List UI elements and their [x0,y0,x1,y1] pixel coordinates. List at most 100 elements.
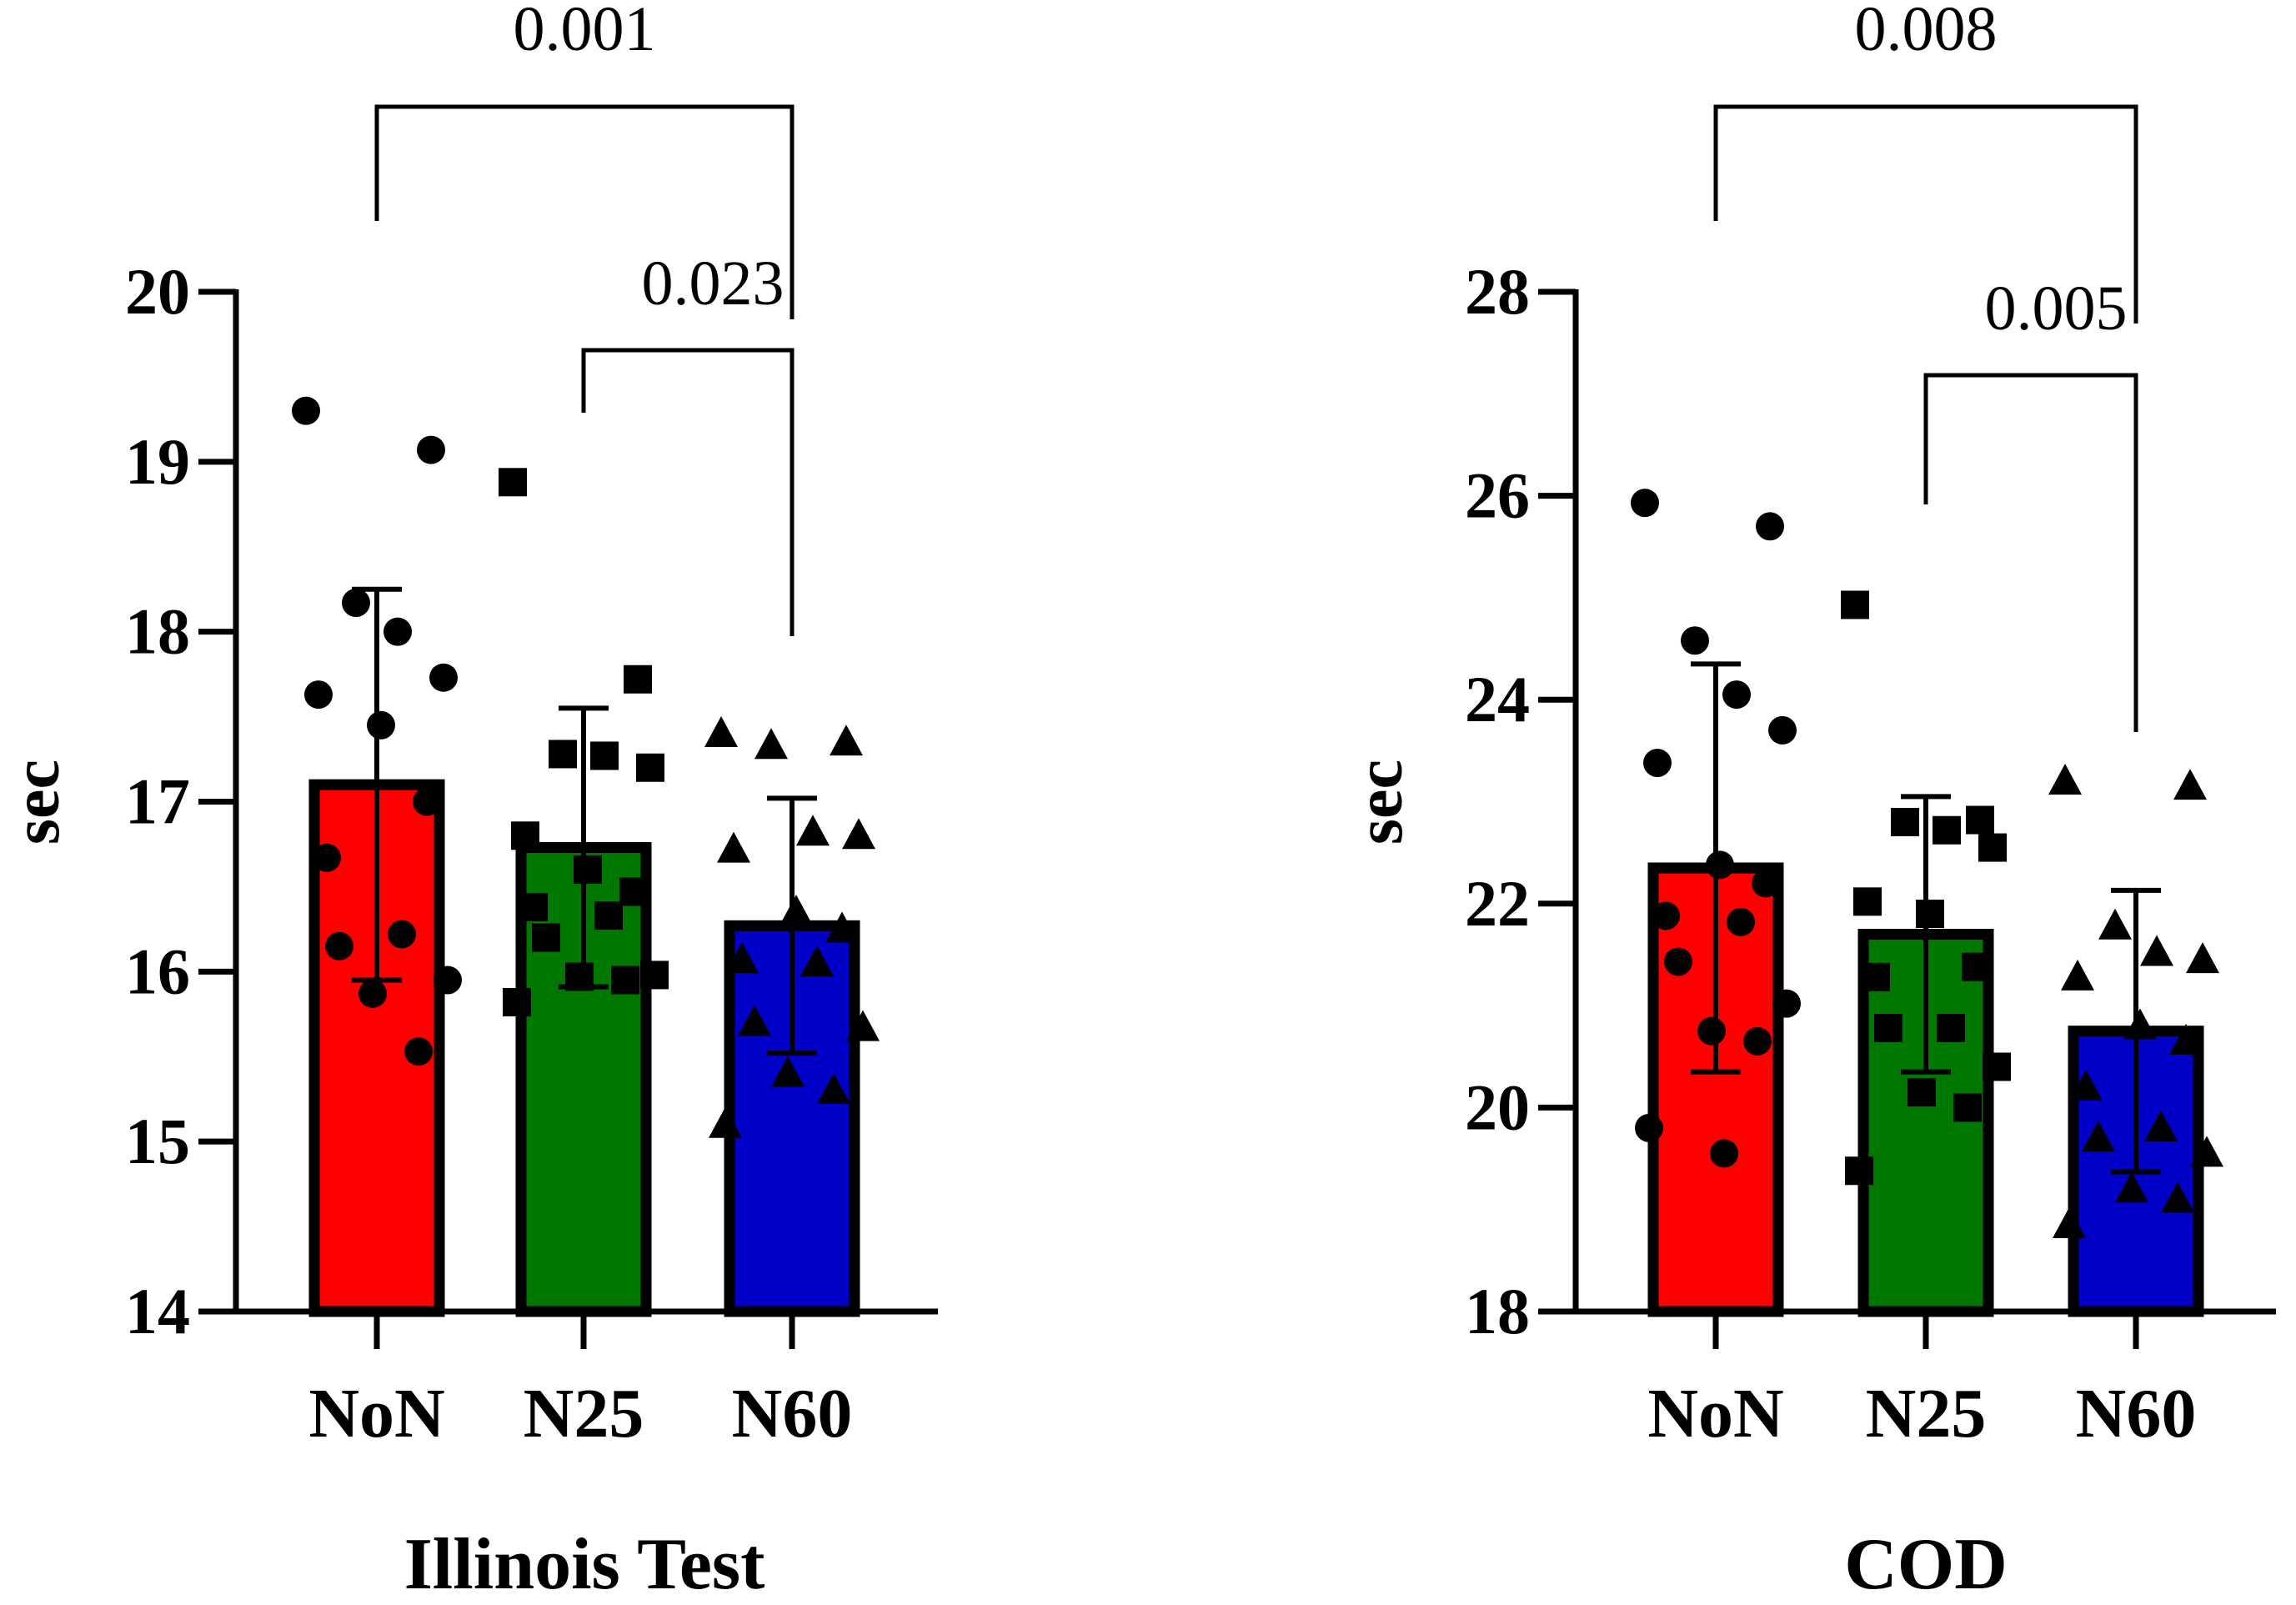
data-point-n25 [624,665,652,694]
chart-panel-cod: 18 20 22 24 26 28 NoN N25 N60 sec COD 0.008 0.005 [1343,0,2276,1605]
data-point-non [1722,680,1751,710]
data-point-n25 [619,877,648,906]
p-value-label: 0.001 [514,0,656,64]
data-point-n60 [2061,959,2094,991]
data-point-n25 [1983,1052,2011,1081]
data-point-n60 [725,942,759,974]
data-point-non [367,710,395,740]
x-axis-label: COD [1844,1524,2008,1605]
data-point-non [325,931,353,960]
data-point-n60 [842,818,875,850]
data-point-n25 [1953,1093,1982,1122]
data-point-non [1643,749,1672,778]
data-point-n60 [2123,1008,2157,1040]
significance-bracket [1713,104,2138,324]
data-point-non [417,435,445,464]
y-tick-label: 20 [125,255,190,328]
data-point-n60 [825,911,859,943]
data-point-n60 [2186,942,2219,974]
y-tick-label: 18 [1465,1275,1530,1347]
significance-bracket [1923,373,2138,732]
data-point-non [1756,512,1784,541]
data-point-non [1710,1139,1738,1168]
data-point-n60 [717,831,750,863]
data-point-non [404,1037,433,1066]
data-point-n60 [2053,1207,2086,1239]
data-point-non [413,787,441,816]
data-point-non [434,966,462,995]
data-point-n60 [800,945,834,977]
data-point-n25 [611,966,639,995]
data-point-n60 [2190,1136,2223,1167]
data-point-n25 [1966,805,1994,835]
y-tick-label: 17 [125,765,190,838]
y-axis-label: sec [0,760,73,845]
data-point-n60 [796,815,830,846]
data-point-non [1752,869,1780,898]
data-point-non [292,396,320,425]
data-point-n25 [636,753,664,782]
category-label-n25: N25 [1866,1375,1987,1452]
data-point-non [1743,1026,1772,1056]
data-point-n60 [830,725,863,756]
data-point-n25 [640,960,669,990]
data-point-n25 [1916,900,1944,929]
data-point-non [342,589,370,618]
y-tick-label: 19 [125,425,190,498]
data-point-n60 [2098,908,2132,940]
data-point-non [1772,989,1801,1018]
y-tick-label: 15 [125,1105,190,1177]
y-tick-label: 24 [1465,663,1530,735]
data-point-non [358,979,387,1008]
data-point-n25 [594,901,623,930]
data-point-n25 [1933,815,1961,845]
x-axis-label: Illinois Test [404,1524,765,1605]
data-point-non [388,920,416,949]
data-point-n25 [519,892,548,921]
data-point-non [1631,489,1659,518]
y-tick-label: 22 [1465,867,1530,940]
data-point-n60 [2169,1023,2203,1055]
data-point-n25 [532,923,560,952]
data-point-non [1635,1113,1663,1142]
data-point-n25 [1845,1156,1873,1186]
data-point-n60 [2069,1069,2103,1101]
y-axis-label: sec [1343,760,1416,845]
data-point-n60 [709,1106,742,1138]
p-value-label: 0.023 [642,248,785,318]
chart-panel-illinois-test: 14 15 16 17 18 19 20 NoN N25 N60 sec Illinois Test 0… [0,0,938,1605]
data-point-non [1727,907,1755,936]
data-point-n25 [1891,807,1919,836]
y-tick-label: 26 [1465,459,1530,532]
data-point-n25 [511,821,539,850]
data-point-non [384,617,412,646]
p-value-label: 0.005 [1985,273,2128,344]
category-label-n60: N60 [732,1375,853,1452]
data-point-n60 [846,1010,880,1041]
data-point-n60 [780,894,813,925]
data-point-n25 [1907,1078,1936,1107]
data-point-n60 [817,1073,850,1105]
data-point-n60 [2048,764,2082,795]
data-point-n60 [754,728,788,760]
data-point-non [1664,947,1692,976]
data-point-non [1768,715,1797,745]
data-point-non [429,663,458,692]
data-point-n60 [738,1005,771,1036]
category-label-n25: N25 [524,1375,644,1452]
data-point-non [1697,1016,1726,1046]
data-point-n60 [771,1056,805,1087]
category-label-non: NoN [308,1375,444,1452]
data-point-non [1681,626,1709,655]
data-point-n25 [549,740,577,769]
data-point-n60 [2115,1171,2148,1203]
data-point-n25 [574,855,602,885]
data-point-n25 [1962,952,1990,981]
data-point-n25 [1853,887,1882,916]
data-point-n25 [1874,1014,1902,1043]
data-point-non [1706,850,1734,880]
y-tick-label: 16 [125,935,190,1007]
data-point-n60 [2161,1181,2194,1213]
data-point-n60 [2140,935,2173,966]
data-point-non [313,843,341,872]
